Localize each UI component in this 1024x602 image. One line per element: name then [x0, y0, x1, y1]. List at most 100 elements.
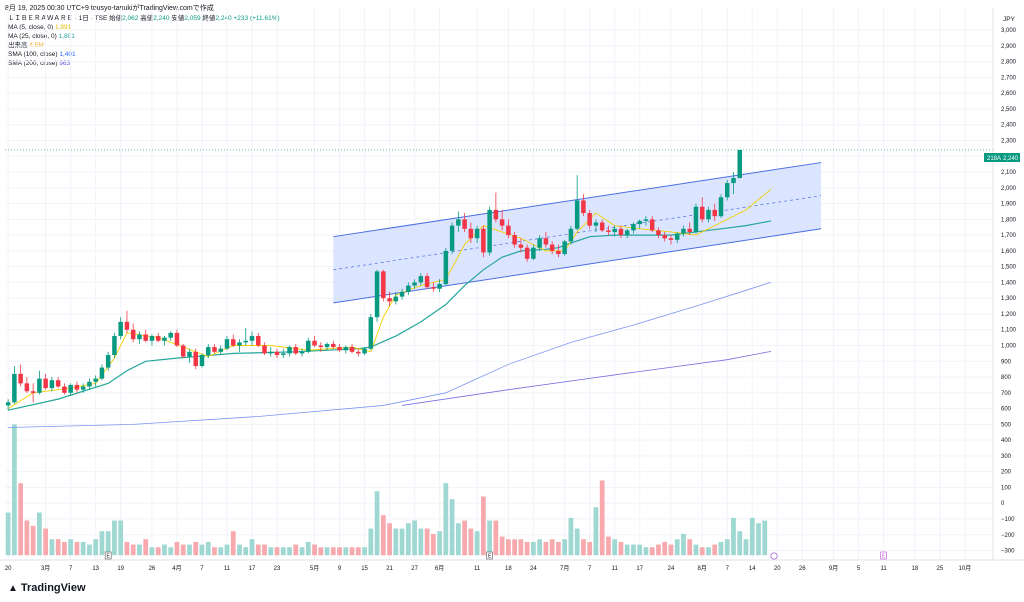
time-axis[interactable]: 20 3月 7 13 19 26 4月 7 11 17 23 5月 9 15 21 27 6月 11 18 24 7月 7…	[0, 559, 1024, 572]
candle-body	[612, 228, 617, 232]
volume-bar	[162, 544, 167, 556]
candle-body	[556, 250, 561, 255]
indicator-value: 1,991	[54, 24, 72, 31]
candle-body	[724, 183, 730, 198]
volume-bar	[224, 544, 230, 556]
volume-bar	[12, 424, 17, 556]
indicator-ma5[interactable]: MA (5, close, 0) 1,991	[8, 23, 280, 32]
time-tick-label: 25	[937, 566, 944, 572]
indicator-ma25[interactable]: MA (25, close, 0) 1,801	[8, 32, 280, 41]
volume-bar	[468, 528, 474, 556]
volume-bar	[430, 533, 436, 556]
candles[interactable]	[5, 149, 742, 411]
indicator-sma200[interactable]: SMA (200, close) 963	[8, 59, 280, 68]
candle-body	[130, 329, 136, 340]
price-axis[interactable]: 3,000 2,900 2,800 2,700 2,600 2,500 2,400 2,300…	[992, 8, 1017, 560]
volume-bar	[287, 547, 292, 556]
candle-body	[687, 228, 692, 232]
candle-body	[68, 384, 73, 393]
candle-body	[349, 347, 355, 352]
indicator-sma100[interactable]: SMA (100, close) 1,401	[8, 50, 280, 59]
volume-bar	[237, 544, 242, 556]
candle-body	[356, 351, 361, 354]
volume-bar	[343, 547, 349, 556]
tradingview-icon: ▲	[8, 583, 18, 594]
volume-bar	[193, 541, 199, 556]
volume-bar	[537, 539, 543, 556]
price-tick-label: 200	[1001, 470, 1012, 476]
volume-bar	[24, 520, 30, 556]
price-tick-label: 1,300	[1001, 296, 1017, 302]
time-tick-label: 5月	[310, 565, 319, 572]
symbol-row[interactable]: ＬＩＢＥＲＡＷＡＲＥ · 1日 · TSE 始値2,062 高値2,240 安値…	[8, 14, 280, 23]
candle-body	[256, 336, 261, 346]
time-tick-label: 17	[249, 566, 256, 572]
candle-body	[624, 230, 630, 236]
candle-body	[312, 340, 317, 346]
candle-body	[93, 378, 98, 382]
volume-bar	[549, 539, 555, 556]
volume-bar	[212, 547, 217, 556]
currency-label: JPY	[1003, 16, 1016, 23]
volume-bar	[581, 539, 586, 556]
volume-bar	[687, 539, 693, 556]
high-value: 2,240	[153, 15, 170, 22]
volume-bar	[37, 512, 42, 556]
price-tick-label: 900	[1001, 359, 1012, 365]
price-chart[interactable]: 3,000 2,900 2,800 2,700 2,600 2,500 2,400 2,300…	[0, 0, 1024, 580]
candle-body	[168, 332, 173, 338]
tradingview-logo[interactable]: ▲ TradingView	[8, 582, 86, 594]
symbol-name: ＬＩＢＥＲＡＷＡＲＥ · 1日 · TSE	[8, 15, 108, 22]
candle-body	[731, 178, 736, 184]
earnings-badge	[486, 551, 493, 560]
open-value: 2,062	[122, 15, 139, 22]
volume-bar	[518, 539, 524, 556]
volume-bar	[205, 541, 211, 556]
candle-body	[105, 354, 111, 368]
volume-bar	[280, 547, 286, 556]
candle-body	[293, 347, 299, 354]
price-tick-label: 500	[1001, 422, 1012, 428]
volume-bar	[443, 483, 449, 556]
candle-body	[443, 250, 449, 284]
candle-body	[606, 230, 611, 232]
volume-bar	[49, 539, 55, 556]
change-value: +233 (+11.61%)	[233, 15, 280, 22]
volume-bar	[62, 541, 67, 556]
candle-body	[262, 345, 267, 354]
volume-bar	[543, 541, 549, 556]
volume-bar	[180, 544, 186, 556]
volume-bar	[556, 541, 561, 556]
time-tick-label: 4月	[172, 565, 181, 572]
volume-bar	[268, 547, 274, 556]
time-tick-label: 18	[911, 566, 918, 572]
volume-bar	[593, 507, 599, 556]
candle-body	[449, 225, 455, 251]
volume-bar	[455, 523, 461, 556]
time-tick-label: 13	[92, 566, 99, 572]
price-tick-label: 2,600	[1001, 91, 1017, 97]
volume-bar	[681, 533, 686, 556]
candle-body	[49, 380, 55, 389]
future-earnings-badge	[880, 551, 887, 560]
candle-body	[80, 386, 86, 390]
candle-body	[306, 340, 311, 352]
candle-body	[418, 276, 424, 283]
badge-value: 2,240	[1003, 156, 1019, 162]
price-tick-label: 1,600	[1001, 249, 1017, 255]
time-tick-label: 27	[411, 566, 418, 572]
candle-body	[37, 378, 42, 393]
candle-body	[124, 321, 130, 330]
candle-body	[493, 209, 499, 220]
indicator-value: 1,401	[59, 51, 76, 58]
volume-bar	[637, 544, 643, 556]
price-tick-label: 3,000	[1001, 28, 1017, 34]
candle-body	[706, 209, 711, 220]
candle-body	[287, 347, 292, 354]
candle-body	[593, 222, 599, 226]
candle-body	[543, 238, 549, 245]
volume-bar	[118, 520, 124, 556]
candle-body	[118, 321, 123, 337]
price-tick-label: 2,900	[1001, 44, 1017, 50]
